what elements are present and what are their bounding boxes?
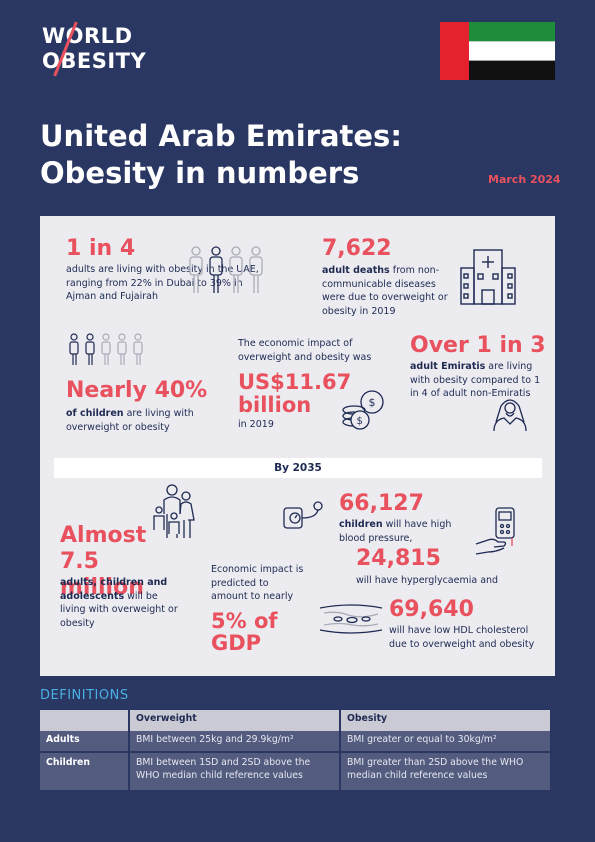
table-row: Children BMI between 1SD and 2SD above t… [40, 751, 552, 790]
world-obesity-logo: WORLD OBESITY [42, 21, 146, 77]
people-icon [189, 246, 263, 293]
blood-pressure-icon [283, 501, 323, 529]
definitions-header-overweight: Overweight [129, 710, 341, 731]
logo-line1: WORLD [42, 24, 133, 48]
stat-children-rest: are living with overweight or obesity [66, 408, 194, 433]
stat-gdp: 5% of GDP [211, 609, 278, 655]
stat-hyper-text: will have hyperglycaemia and [356, 575, 499, 586]
stat-gdp-pre: Economic impact is predicted to amount t… [211, 564, 304, 602]
stat-bp-rest: will have high blood pressure, [339, 519, 452, 544]
coins-icon: $ $ [342, 390, 384, 430]
stat-almost: Almost 7.5 million [60, 523, 147, 600]
artery-icon [319, 604, 383, 634]
hospital-icon [460, 249, 516, 305]
glucose-meter-icon [475, 507, 515, 555]
stat-economic-pre: The economic impact of overweight and ob… [238, 338, 372, 363]
definitions-header-obesity: Obesity [340, 710, 552, 731]
stat-deaths-text: adult deaths from non-communicable disea… [322, 264, 450, 318]
stat-almost-text: adults, children and adolescents will be… [60, 576, 180, 630]
stat-hdl: 69,640 [389, 597, 474, 622]
stat-bp-bold: children [339, 519, 383, 530]
definitions-title: DEFINITIONS [40, 688, 129, 703]
children-icon [69, 333, 143, 365]
stat-economic: US$11.67 billion [238, 370, 352, 417]
row-label-children: Children [40, 751, 130, 790]
stat-almost-rest: will be living with overweight or obesit… [60, 590, 178, 629]
stat-bp: 66,127 [339, 491, 424, 516]
adults-overweight-cell: BMI between 25kg and 29.9kg/m² [129, 731, 341, 752]
stat-children: Nearly 40% [66, 378, 208, 403]
stats-panel [40, 216, 555, 676]
adults-obesity-cell: BMI greater or equal to 30kg/m² [340, 731, 552, 752]
children-obesity-cell: BMI greater than 2SD above the WHO media… [340, 751, 552, 790]
definitions-table: Overweight Obesity Adults BMI between 25… [40, 710, 552, 790]
stat-deaths-bold: adult deaths [322, 265, 390, 276]
stat-hdl-text: will have low HDL cholesterol due to ove… [389, 625, 535, 650]
stat-1-in-4-text: adults are living with obesity in the UA… [66, 264, 259, 302]
row-label-adults: Adults [40, 731, 130, 752]
stat-hyper: 24,815 [356, 546, 441, 571]
stat-children-bold: of children [66, 408, 124, 419]
stat-emiratis-bold: adult Emiratis [410, 361, 486, 372]
family-icon [153, 484, 195, 538]
publication-date: March 2024 [488, 173, 561, 186]
svg-text:$: $ [357, 416, 363, 427]
stat-emiratis-rest: are living with obesity compared to 1 in… [410, 361, 541, 399]
stat-emiratis: Over 1 in 3 [410, 333, 546, 358]
page-title: United Arab Emirates: Obesity in numbers [40, 119, 402, 190]
stat-deaths-rest: from non-communicable diseases were due … [322, 265, 448, 317]
svg-text:$: $ [369, 396, 376, 409]
by-2035-header: By 2035 [54, 458, 542, 478]
stat-almost-bold: adults, children and adolescents [60, 577, 168, 602]
table-row: Adults BMI between 25kg and 29.9kg/m² BM… [40, 731, 552, 752]
stat-deaths: 7,622 [322, 236, 392, 261]
definitions-header-blank [40, 710, 130, 731]
stat-economic-post: in 2019 [238, 419, 274, 430]
stat-children-text: of children are living with overweight o… [66, 407, 231, 434]
uae-flag-icon [440, 22, 555, 80]
definitions-header-row: Overweight Obesity [40, 710, 552, 731]
emirati-man-icon [493, 399, 527, 432]
stat-emiratis-text: adult Emiratis are living with obesity c… [410, 360, 545, 401]
stat-1-in-4: 1 in 4 [66, 236, 136, 261]
children-overweight-cell: BMI between 1SD and 2SD above the WHO me… [129, 751, 341, 790]
stat-bp-text: children will have high blood pressure, [339, 518, 461, 545]
